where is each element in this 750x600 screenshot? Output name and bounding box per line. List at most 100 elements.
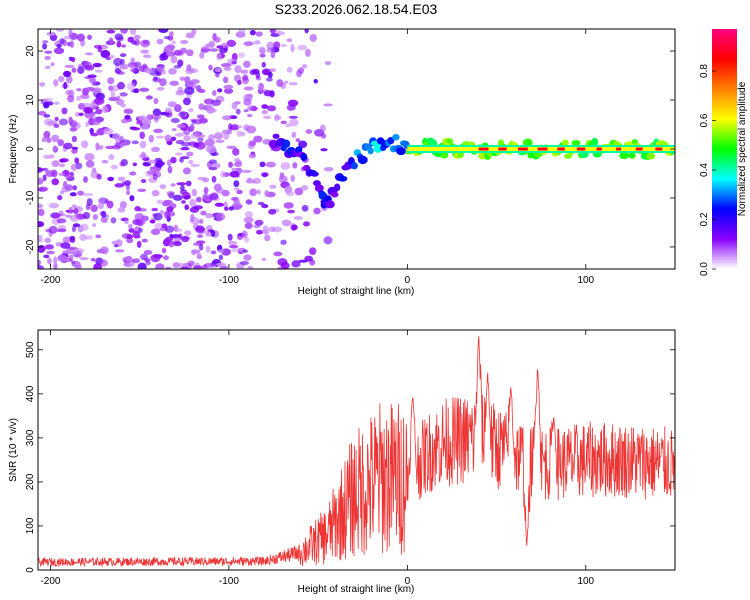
spectrogram-noise-blob (204, 138, 215, 147)
spectrogram-noise-blob (285, 190, 295, 197)
spectrogram-noise-blob (212, 90, 217, 96)
spectrogram-noise-blob (59, 190, 65, 195)
spectrogram-noise-blob (138, 227, 143, 233)
spectrogram-noise-blob (168, 68, 177, 75)
spectrogram-noise-blob (248, 153, 257, 159)
spectrogram-noise-blob (56, 228, 67, 233)
spectrogram-noise-blob (236, 189, 243, 195)
spectrogram-track-blob (310, 171, 319, 177)
spectrogram-track-blob (295, 146, 303, 153)
spectrogram-noise-blob (243, 216, 254, 224)
spectrogram-noise-blob (295, 138, 301, 143)
spectrogram-noise-blob (125, 264, 133, 268)
spectrogram-noise-blob (119, 92, 128, 97)
spectrogram-noise-blob (220, 170, 226, 178)
spectrogram-noise-blob (115, 36, 124, 42)
spectrogram-noise-blob (232, 148, 240, 156)
spectrogram-noise-blob (261, 109, 268, 115)
spectrogram-noise-blob (177, 59, 184, 67)
spectrogram-noise-blob (53, 47, 65, 55)
colorbar-tick-label: 0.2 (699, 212, 710, 226)
spectrogram-noise-blob (320, 148, 328, 152)
spectrogram-noise-blob (165, 266, 172, 269)
spectrogram-noise-blob (67, 95, 75, 103)
spectrogram-noise-blob (222, 76, 229, 84)
spectrogram-noise-blob (189, 123, 195, 131)
spectrogram-noise-blob (208, 167, 218, 171)
spectrogram-noise-blob (213, 162, 221, 169)
spectrogram-noise-blob (90, 119, 101, 126)
spectrogram-noise-blob (130, 68, 136, 73)
spectrogram-track-blob (357, 155, 368, 165)
spectrogram-noise-blob (69, 192, 77, 197)
spectrogram-noise-blob (211, 99, 221, 106)
spectrogram-noise-blob (140, 215, 149, 222)
spectrogram-noise-blob (159, 53, 166, 61)
spectrogram-noise-blob (58, 210, 64, 216)
spectrogram-noise-blob (178, 262, 186, 268)
spectrogram-noise-blob (247, 113, 253, 118)
spectrogram-noise-blob (59, 159, 66, 163)
spectrogram-noise-blob (319, 124, 326, 133)
spectrogram-noise-blob (76, 88, 82, 92)
spectrogram-noise-blob (92, 223, 97, 228)
spectrogram-noise-blob (267, 71, 273, 79)
spectrogram-noise-blob (309, 34, 317, 42)
spectrogram-noise-blob (216, 262, 227, 267)
spectrogram-noise-blob (223, 84, 234, 90)
spectrogram-noise-blob (189, 206, 200, 213)
spectrogram-noise-blob (71, 226, 77, 233)
spectrogram-noise-blob (128, 228, 135, 233)
spectrogram-noise-blob (162, 238, 171, 247)
spectrogram-noise-blob (153, 98, 159, 105)
spectrogram-noise-blob (176, 182, 187, 186)
spectrogram-noise-blob (38, 235, 43, 239)
spectrogram-track-blob (300, 152, 308, 162)
spectrogram-noise-blob (229, 170, 240, 178)
constant-line-peak (655, 147, 663, 151)
spectrogram-noise-blob (241, 169, 252, 173)
spectrogram-noise-blob (139, 87, 150, 92)
spectrogram-noise-blob (71, 204, 77, 209)
spectrogram-noise-blob (205, 231, 212, 237)
spectrogram-noise-blob (196, 255, 203, 260)
spectrogram-noise-blob (303, 221, 310, 227)
spectrogram-noise-blob (235, 108, 241, 115)
spectrogram-noise-blob (129, 29, 137, 36)
spectrogram-noise-blob (234, 65, 242, 73)
snr-y-label: SNR (10 * v/v) (8, 418, 19, 482)
spectrogram-noise-blob (229, 244, 239, 249)
spectrogram-noise-blob (283, 202, 294, 209)
spectrogram-noise-blob (141, 118, 152, 126)
spectrogram-noise-blob (256, 229, 264, 235)
spectrogram-noise-blob (164, 134, 172, 142)
spectrogram-noise-blob (242, 249, 248, 253)
spectrogram-noise-blob (158, 29, 169, 34)
spectrogram-noise-blob (85, 87, 96, 92)
spectrogram-noise-blob (70, 57, 76, 63)
spectrogram-noise-blob (72, 185, 77, 191)
spectrogram-track-blob (387, 136, 395, 145)
spectrogram-y-label: Frequency (Hz) (8, 115, 19, 184)
spectrogram-noise-blob (96, 173, 102, 180)
spectrogram-noise-blob (110, 217, 117, 224)
spectrogram-noise-blob (146, 159, 157, 164)
spectrogram-noise-blob (267, 105, 277, 112)
constant-line-peak (537, 147, 548, 151)
spectrogram-noise-blob (186, 65, 191, 70)
spectrogram-noise-blob (313, 78, 318, 84)
spectrogram-noise-blob (53, 123, 60, 129)
spectrogram-noise-blob (119, 53, 127, 58)
spectrogram-noise-blob (132, 218, 142, 226)
spectrogram-noise-blob (183, 195, 191, 200)
spectrogram-noise-blob (109, 54, 115, 59)
y-tick-label: 300 (25, 429, 36, 446)
spectrogram-noise-blob (38, 167, 46, 172)
spectrogram-noise-blob (280, 262, 290, 269)
spectrogram-noise-blob (243, 254, 252, 261)
spectrogram-noise-blob (71, 135, 78, 143)
spectrogram-noise-blob (174, 228, 183, 232)
spectrogram-noise-blob (87, 34, 92, 40)
spectrogram-noise-blob (45, 101, 54, 106)
spectrogram-noise-blob (313, 207, 321, 215)
